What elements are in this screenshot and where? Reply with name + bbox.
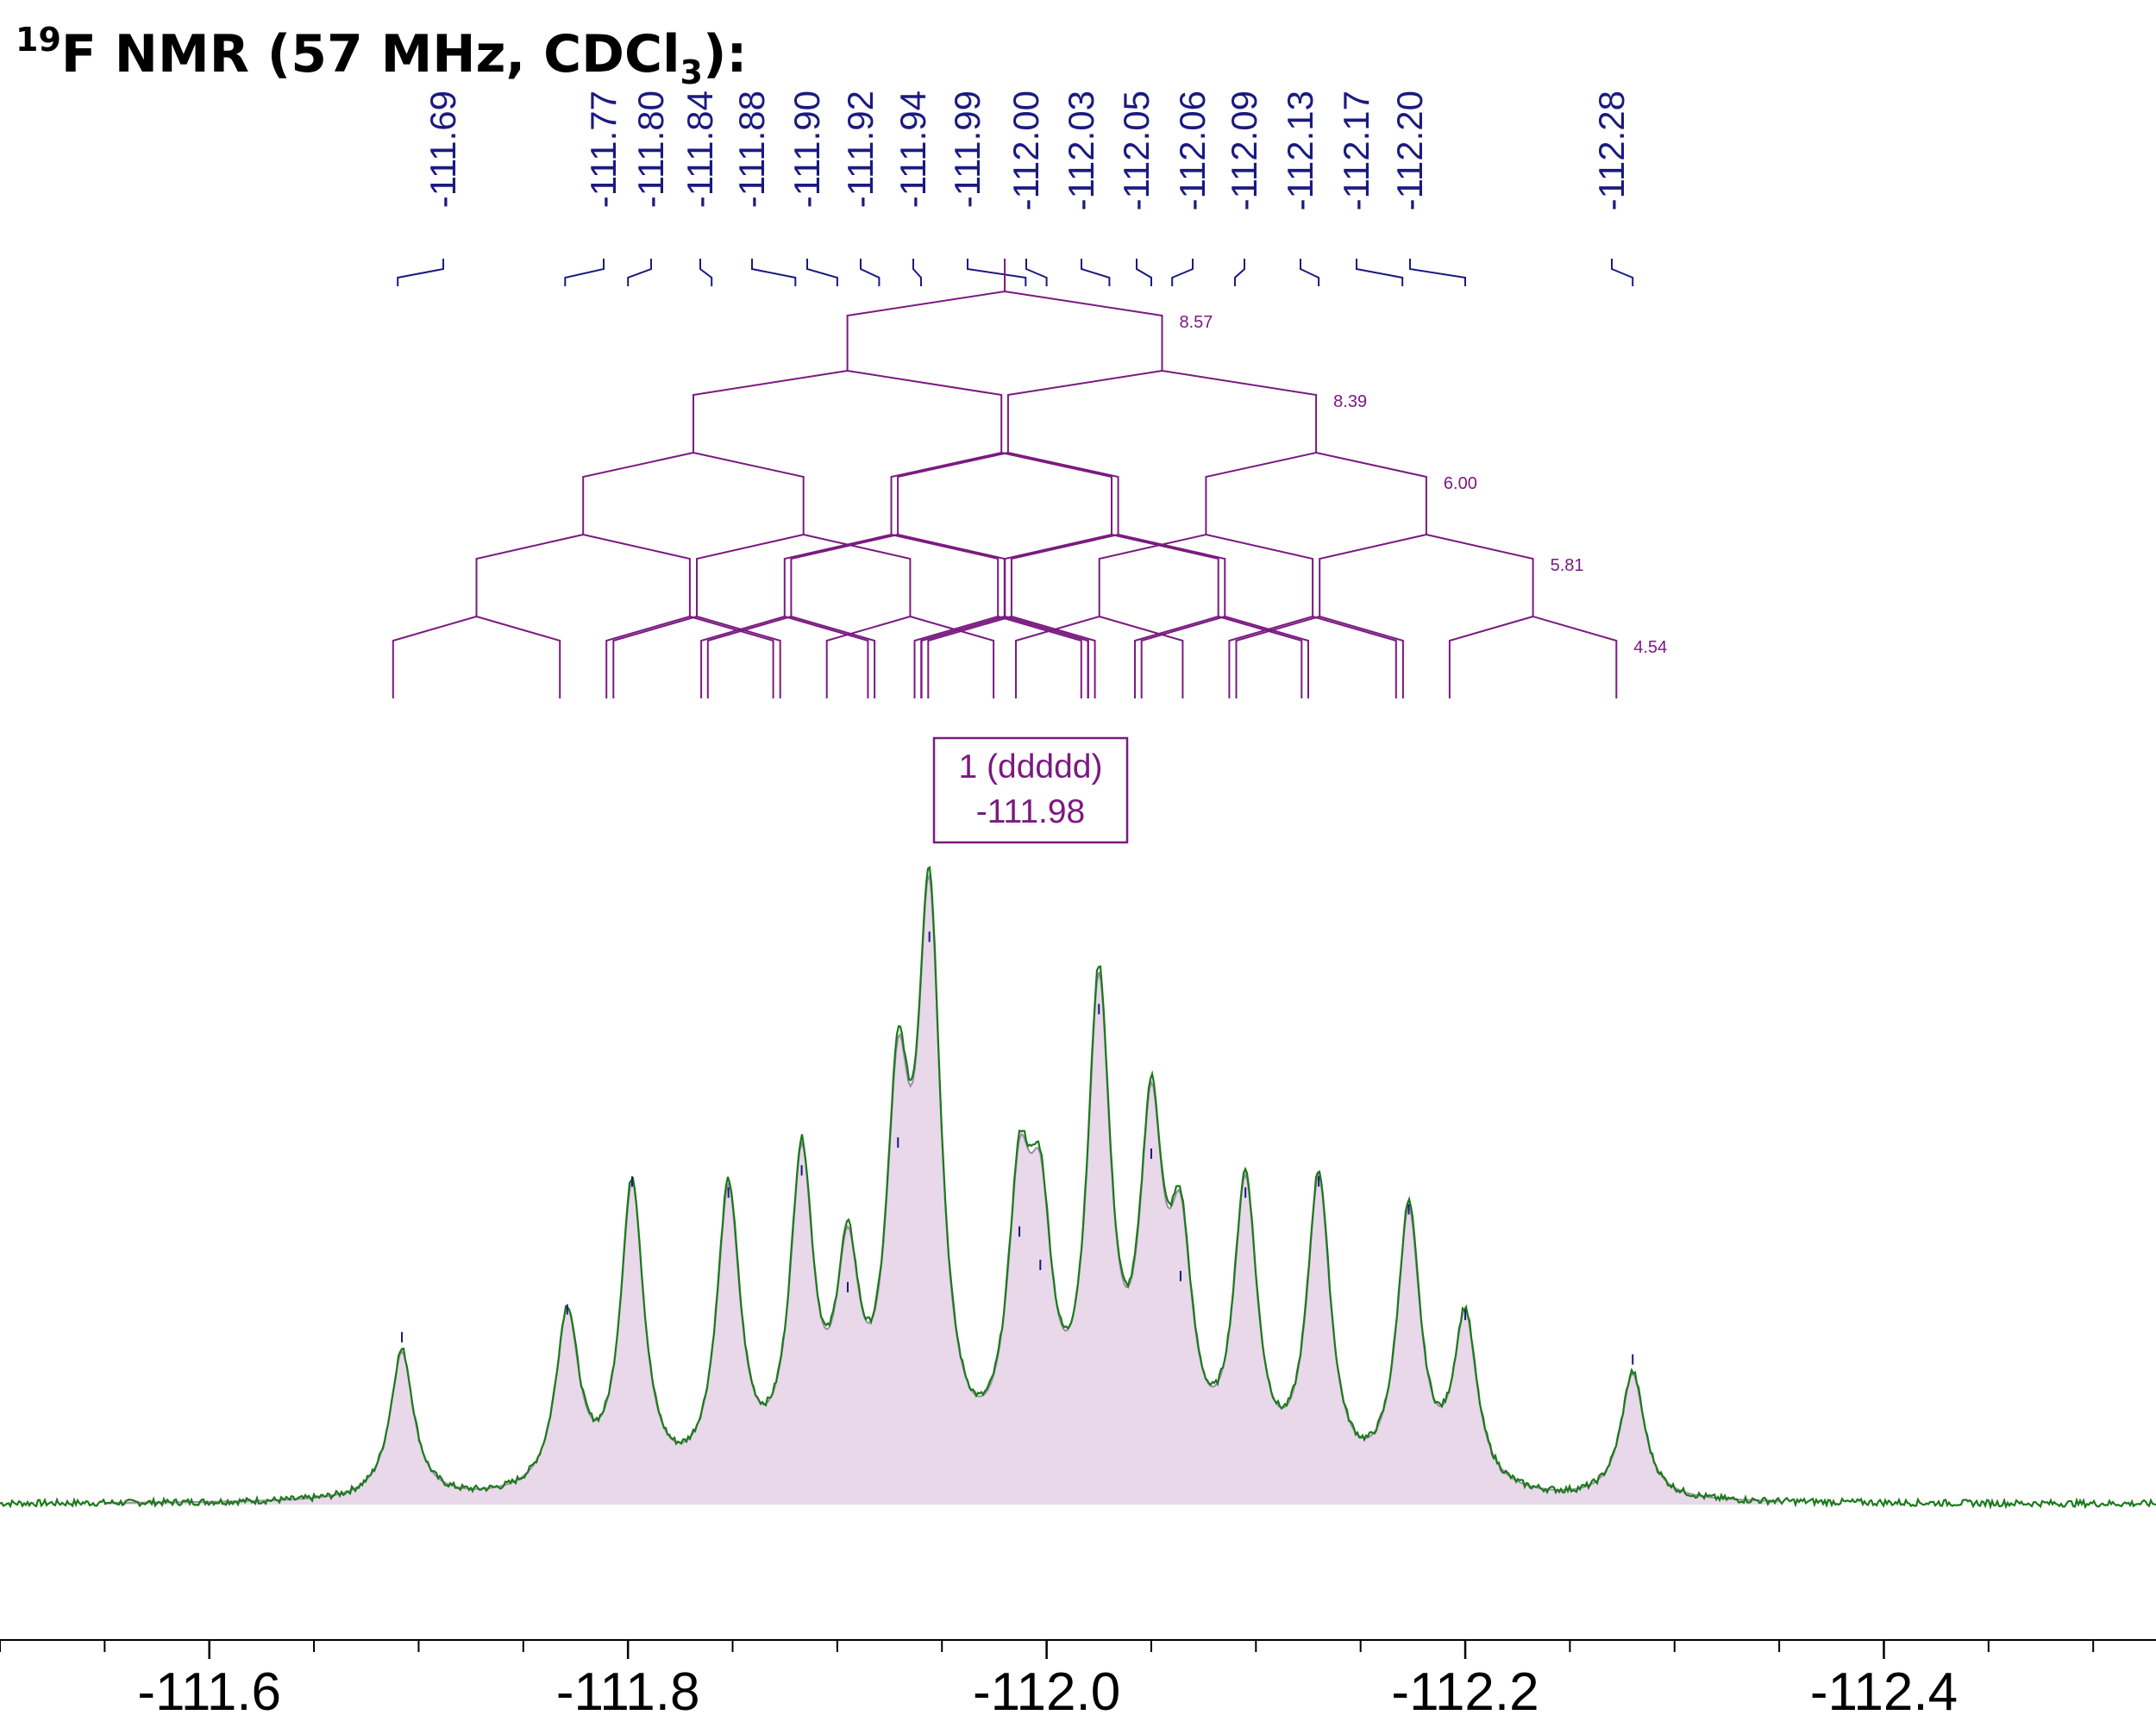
tree-branch [825, 616, 995, 698]
tree-branch [706, 616, 876, 698]
multiplet-label: 1 (ddddd) [959, 748, 1103, 786]
tree-branch [1015, 616, 1184, 698]
peak-connector [967, 259, 1027, 286]
peak-connector [912, 259, 922, 286]
title-suffix: ): [703, 24, 748, 84]
peak-label: -112.03 [1061, 91, 1101, 210]
peak-connector [397, 259, 444, 286]
tree-branch [582, 452, 805, 535]
tree-branch [1098, 534, 1314, 617]
tree-branch [927, 616, 1096, 698]
tree-branch [920, 616, 1089, 698]
multiplet-annotation: 1 (ddddd) -111.98 [932, 736, 1129, 844]
x-axis: -111.6 -111.8 -112.0 -112.2 -112.4 [0, 1639, 2156, 1715]
tree-branch [846, 291, 1163, 371]
multiplet-box [932, 736, 1129, 844]
tree-branch [783, 534, 1000, 617]
peak-markers [401, 931, 1634, 1365]
peak-connector [564, 259, 605, 286]
fitted-spectrum [104, 873, 1780, 1505]
tree-branch [1140, 616, 1309, 698]
multiplet-shift: -111.98 [976, 793, 1085, 830]
tree-branch [475, 534, 691, 617]
peak-label: -112.17 [1336, 91, 1376, 210]
solvent-subscript: 3 [680, 53, 703, 91]
peak-label: -112.20 [1389, 91, 1430, 210]
coupling-constant-label: 8.39 [1333, 392, 1367, 411]
peak-connector [699, 259, 713, 286]
peak-connector [1025, 259, 1048, 286]
peak-label: -111.94 [893, 91, 933, 208]
tree-branch [392, 616, 561, 698]
tree-branch [700, 616, 869, 698]
tree-branch [612, 616, 781, 698]
peak-connector [860, 259, 881, 286]
x-tick-label: -111.6 [137, 1662, 281, 1715]
tree-branch [1448, 616, 1618, 698]
peak-connector [627, 259, 652, 286]
peak-label: -112.28 [1591, 91, 1632, 210]
tree-branch [890, 452, 1112, 535]
experimental-trace [0, 866, 2156, 1510]
peak-label: -112.09 [1224, 91, 1264, 210]
peak-connector [1081, 259, 1111, 286]
coupling-constant-label: 4.54 [1633, 638, 1667, 657]
peak-label-group: -111.69 -111.77 -111.80 -111.84 -111.88 -111.… [397, 91, 1634, 286]
tree-branch [696, 534, 912, 617]
coupling-constant-label: 8.57 [1180, 313, 1213, 332]
peak-label: -111.80 [630, 91, 671, 208]
peak-connector [1136, 259, 1152, 286]
peak-label: -112.00 [1006, 91, 1046, 210]
peak-label: -112.13 [1280, 91, 1320, 210]
peak-connector [1611, 259, 1634, 286]
x-tick-label: -112.2 [1391, 1662, 1539, 1715]
x-tick-label: -111.8 [556, 1662, 700, 1715]
tree-branch [1010, 534, 1226, 617]
tree-branch [1205, 452, 1427, 535]
peak-label: -111.84 [680, 91, 720, 208]
tree-branch [1134, 616, 1303, 698]
tree-branch [790, 534, 1006, 617]
peak-connector [1171, 259, 1194, 286]
peak-label: -111.69 [423, 91, 463, 208]
x-tick-label: -112.0 [973, 1662, 1120, 1715]
peak-connector [806, 259, 838, 286]
tree-branch [913, 616, 1082, 698]
title-main: F NMR (57 MHz, CDCl [60, 24, 680, 84]
peak-label: -112.06 [1172, 91, 1213, 210]
tree-branch [897, 452, 1119, 535]
tree-branch [1235, 616, 1404, 698]
isotope-mass: 19 [16, 21, 61, 59]
multiplet-tree: 8.57 8.39 6.00 5.81 4.54 [392, 259, 1667, 698]
peak-connector [751, 259, 797, 286]
tree-branch [920, 616, 1089, 698]
peak-label: -112.05 [1116, 91, 1156, 210]
coupling-constant-label: 6.00 [1444, 474, 1477, 493]
tree-branch [693, 370, 1003, 453]
coupling-constant-label: 5.81 [1551, 556, 1584, 575]
peak-label: -111.88 [731, 91, 772, 208]
peak-connector [1409, 259, 1466, 286]
peak-label: -111.90 [787, 91, 827, 208]
x-tick-label: -112.4 [1810, 1662, 1958, 1715]
peak-connector [1234, 259, 1245, 286]
peak-connector [1356, 259, 1404, 286]
fit-fill-area [104, 875, 1780, 1505]
peak-connector [1300, 259, 1320, 286]
tree-branch [605, 616, 774, 698]
tree-branch [1006, 370, 1318, 453]
tree-branch [1319, 534, 1534, 617]
peak-label: -111.77 [583, 91, 624, 208]
tree-branch [1228, 616, 1397, 698]
peak-label: -111.99 [947, 91, 987, 208]
peak-label: -111.92 [840, 91, 881, 208]
experimental-spectrum [0, 866, 2156, 1510]
spectrum-title: 19F NMR (57 MHz, CDCl3): [16, 9, 747, 103]
tree-branch [1004, 534, 1219, 617]
